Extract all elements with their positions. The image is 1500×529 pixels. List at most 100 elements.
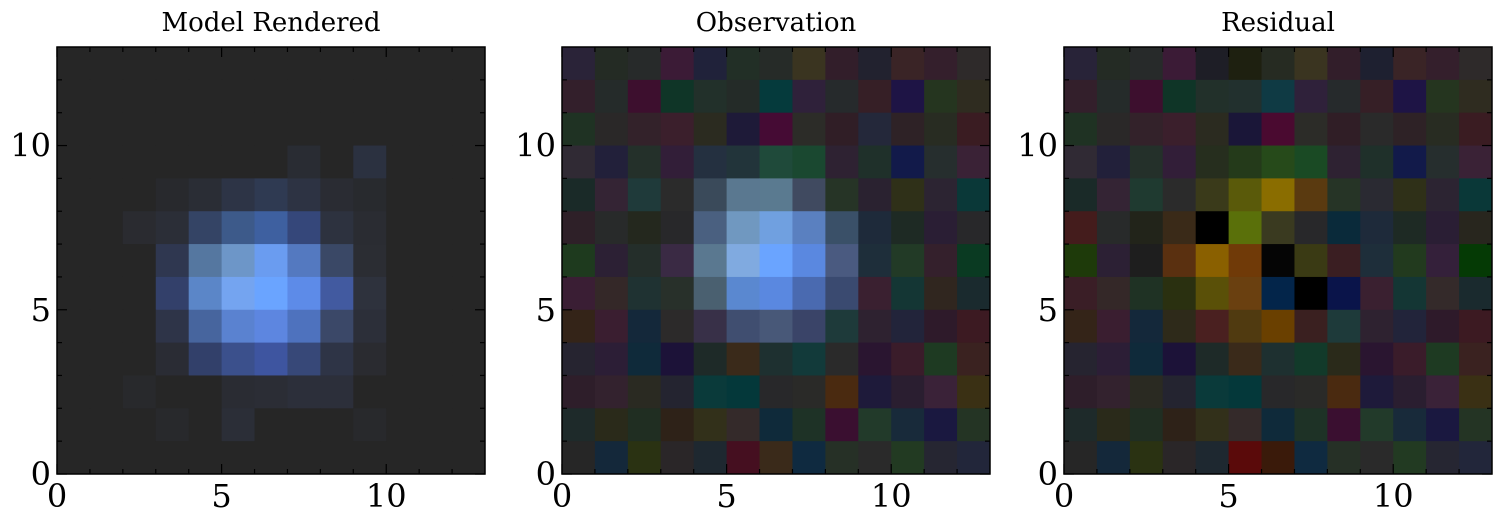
pixel: [452, 244, 486, 278]
pixel: [627, 178, 662, 212]
pixel: [825, 244, 859, 278]
pixel: [1162, 79, 1197, 114]
pixel: [353, 408, 387, 442]
pixel: [1129, 309, 1164, 344]
pixel: [627, 441, 662, 475]
pixel: [254, 178, 288, 212]
pixel: [1360, 79, 1394, 114]
pixel: [1195, 342, 1230, 376]
pixel: [858, 408, 892, 442]
pixel: [254, 441, 288, 475]
pixel: [693, 276, 728, 311]
pixel: [1393, 408, 1427, 442]
pixel: [1162, 112, 1197, 147]
pixel: [320, 47, 354, 81]
pixel: [858, 375, 892, 409]
pixel: [287, 244, 321, 278]
pixel: [1129, 342, 1164, 376]
pixel: [221, 441, 256, 475]
y-tick-label: 5: [31, 291, 51, 329]
pixel: [957, 244, 991, 278]
pixel: [1096, 244, 1131, 278]
pixel: [1393, 276, 1427, 311]
pixel: [1393, 244, 1427, 278]
pixel: [1064, 342, 1098, 376]
pixel: [1393, 178, 1427, 212]
pixel: [1064, 408, 1098, 442]
pixel: [792, 309, 826, 344]
pixel: [1228, 47, 1263, 81]
pixel: [759, 408, 793, 442]
pixel: [627, 244, 662, 278]
pixel: [1459, 112, 1493, 147]
pixel: [1129, 441, 1164, 475]
pixel: [419, 342, 453, 376]
pixel: [188, 441, 223, 475]
pixel: [254, 112, 288, 147]
y-tick-label: 10: [1017, 127, 1058, 165]
pixel: [1294, 211, 1328, 245]
pixel: [419, 211, 453, 245]
pixel: [792, 342, 826, 376]
y-tick-label: 0: [536, 455, 556, 493]
pixel: [562, 47, 596, 81]
pixel: [419, 375, 453, 409]
pixel: [957, 79, 991, 114]
pixel: [287, 211, 321, 245]
pixel: [254, 145, 288, 179]
x-tick-label: 5: [716, 477, 736, 515]
pixel: [188, 145, 223, 179]
pixel: [1064, 276, 1098, 311]
pixel: [57, 441, 91, 475]
pixel: [386, 178, 420, 212]
pixel: [693, 408, 728, 442]
pixel: [825, 145, 859, 179]
pixel: [1162, 211, 1197, 245]
pixel: [122, 178, 157, 212]
pixel: [287, 79, 321, 114]
pixel: [221, 309, 256, 344]
pixel: [1360, 244, 1394, 278]
pixel: [419, 309, 453, 344]
pixel: [792, 441, 826, 475]
pixel: [254, 47, 288, 81]
pixel: [1064, 145, 1098, 179]
pixel: [1228, 79, 1263, 114]
pixel: [594, 408, 629, 442]
pixel: [155, 178, 190, 212]
pixel: [1360, 276, 1394, 311]
pixel: [1064, 112, 1098, 147]
pixel: [891, 309, 925, 344]
pixel: [1294, 145, 1328, 179]
pixel: [386, 408, 420, 442]
pixel: [1162, 178, 1197, 212]
pixel: [188, 112, 223, 147]
pixel: [386, 276, 420, 311]
pixel: [562, 112, 596, 147]
pixel: [1129, 276, 1164, 311]
pixel: [1360, 211, 1394, 245]
pixel: [353, 375, 387, 409]
pixel: [726, 375, 761, 409]
pixel: [693, 112, 728, 147]
pixel: [1228, 112, 1263, 147]
pixel: [1327, 244, 1361, 278]
pixel: [1228, 211, 1263, 245]
pixel: [792, 47, 826, 81]
pixel: [891, 178, 925, 212]
pixel: [89, 178, 124, 212]
pixel: [386, 375, 420, 409]
pixel: [660, 178, 695, 212]
pixel: [562, 408, 596, 442]
pixel: [1459, 309, 1493, 344]
pixel: [254, 408, 288, 442]
pixel: [320, 112, 354, 147]
pixel: [891, 47, 925, 81]
pixel: [1261, 408, 1295, 442]
pixel: [627, 342, 662, 376]
pixel: [89, 408, 124, 442]
pixel: [858, 145, 892, 179]
pixel: [957, 112, 991, 147]
pixel: [254, 79, 288, 114]
